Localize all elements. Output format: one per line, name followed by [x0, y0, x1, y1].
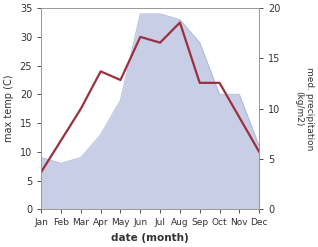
X-axis label: date (month): date (month) — [111, 233, 189, 243]
Y-axis label: max temp (C): max temp (C) — [4, 75, 14, 143]
Y-axis label: med. precipitation
(kg/m2): med. precipitation (kg/m2) — [294, 67, 314, 150]
